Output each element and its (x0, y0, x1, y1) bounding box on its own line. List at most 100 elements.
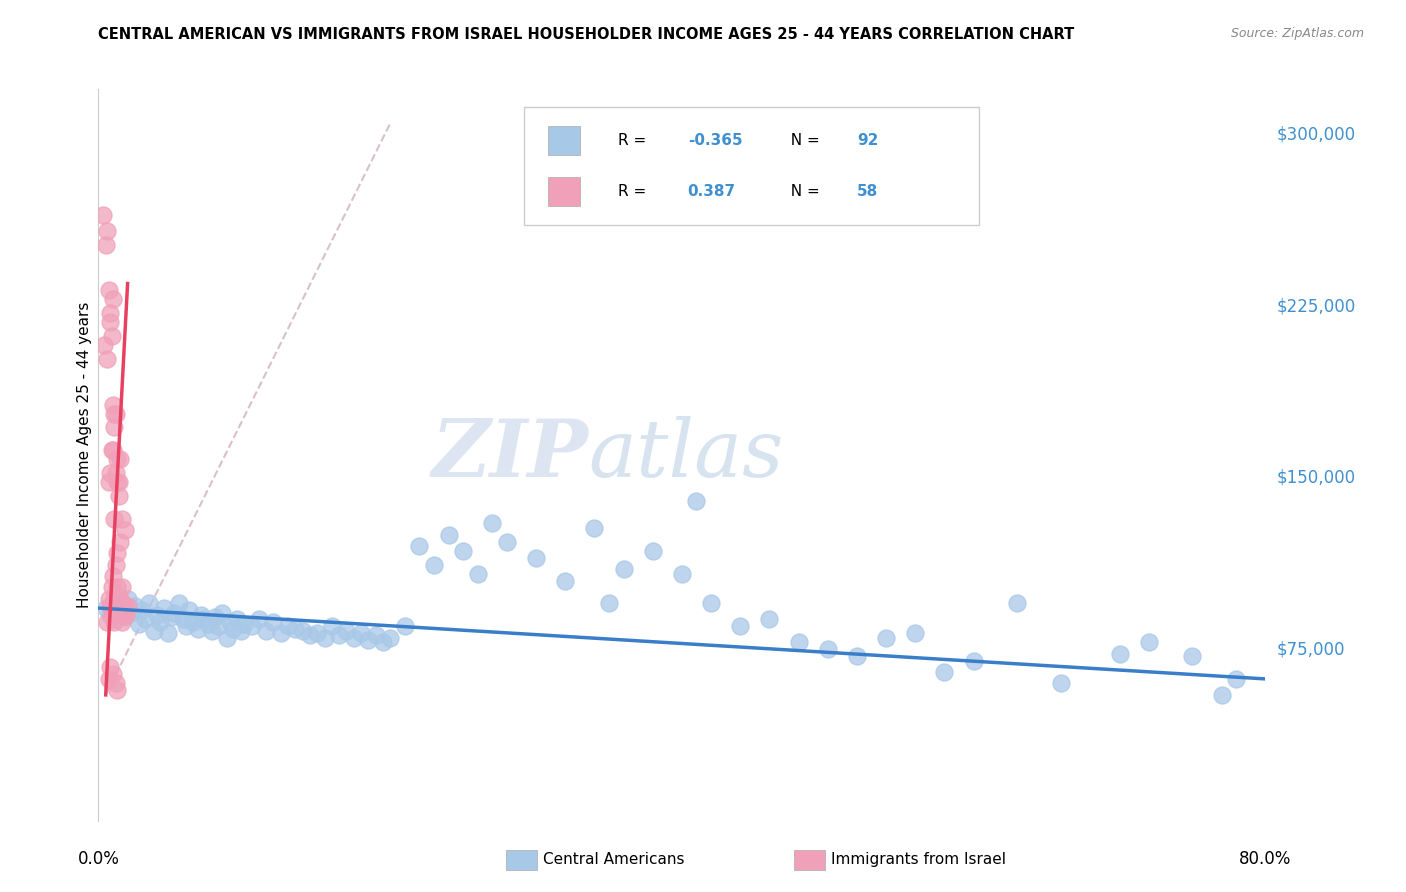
Point (100, 443, 122, 458)
Text: $150,000: $150,000 (1277, 469, 1357, 487)
Text: Central Americans: Central Americans (543, 853, 685, 867)
Point (221, 622, 243, 636)
Point (101, 443, 124, 458)
Point (700, 597, 723, 611)
Point (350, 626, 373, 640)
Point (204, 610, 226, 624)
Point (98, 315, 121, 329)
Point (343, 631, 366, 645)
Point (423, 558, 446, 572)
Point (101, 293, 124, 307)
Point (98, 599, 121, 613)
Point (97, 672, 120, 686)
Point (101, 398, 124, 412)
Text: Immigrants from Israel: Immigrants from Israel (831, 853, 1005, 867)
Point (110, 534, 132, 549)
Point (94, 601, 117, 615)
Point (467, 566, 489, 581)
Point (524, 550, 547, 565)
Point (128, 617, 150, 632)
Point (100, 581, 122, 595)
Point (641, 544, 664, 558)
Point (111, 615, 134, 629)
FancyBboxPatch shape (524, 108, 980, 225)
Point (321, 619, 343, 633)
Point (1108, 647, 1130, 661)
Point (105, 452, 128, 467)
Point (105, 683, 128, 698)
Point (108, 591, 131, 606)
Point (298, 628, 321, 642)
Point (1211, 688, 1233, 702)
Point (270, 626, 292, 640)
Point (335, 624, 357, 638)
Point (207, 619, 229, 633)
Point (1050, 676, 1073, 690)
Text: ZIP: ZIP (432, 417, 589, 493)
Point (108, 603, 131, 617)
Point (111, 512, 134, 526)
Point (117, 591, 139, 606)
Point (98, 660, 121, 674)
Point (685, 493, 707, 508)
Point (1007, 597, 1029, 611)
Point (554, 574, 576, 588)
Point (817, 642, 839, 657)
Point (934, 665, 956, 679)
Point (114, 607, 136, 622)
Point (167, 597, 190, 611)
Point (357, 633, 380, 648)
Text: 80.0%: 80.0% (1239, 850, 1292, 868)
Point (104, 558, 127, 572)
Point (163, 606, 186, 620)
Point (157, 626, 180, 640)
Point (378, 631, 402, 645)
Point (758, 612, 780, 626)
Point (101, 607, 124, 622)
Point (149, 615, 172, 629)
Text: 0.387: 0.387 (688, 184, 735, 199)
Point (103, 407, 125, 421)
Point (104, 591, 127, 606)
Point (190, 607, 212, 622)
Point (104, 612, 127, 626)
Point (174, 619, 197, 633)
Point (187, 622, 209, 636)
Point (233, 617, 256, 632)
Text: $225,000: $225,000 (1277, 297, 1357, 316)
Point (105, 546, 128, 560)
Point (117, 599, 139, 613)
Point (451, 544, 474, 558)
Point (98, 306, 121, 320)
Point (314, 631, 336, 645)
Point (101, 597, 124, 611)
Point (201, 624, 224, 638)
Point (583, 521, 606, 535)
Point (218, 615, 240, 629)
Point (97, 475, 120, 490)
Point (177, 603, 200, 617)
Point (103, 420, 125, 434)
Point (97, 284, 120, 298)
Point (100, 603, 122, 617)
Text: N =: N = (782, 133, 825, 148)
Point (437, 528, 460, 542)
Point (101, 667, 124, 681)
Point (138, 597, 160, 611)
Point (105, 475, 128, 490)
Point (240, 619, 263, 633)
Text: N =: N = (782, 184, 825, 199)
Point (104, 603, 127, 617)
Point (112, 603, 135, 617)
Text: 92: 92 (856, 133, 879, 148)
Point (231, 624, 253, 638)
Point (172, 612, 194, 626)
Point (91, 208, 114, 222)
Point (96, 224, 118, 238)
Point (114, 599, 136, 613)
Point (291, 624, 314, 638)
Point (97, 591, 120, 606)
Text: -0.365: -0.365 (688, 133, 742, 148)
Point (93, 338, 115, 352)
Point (110, 603, 132, 617)
